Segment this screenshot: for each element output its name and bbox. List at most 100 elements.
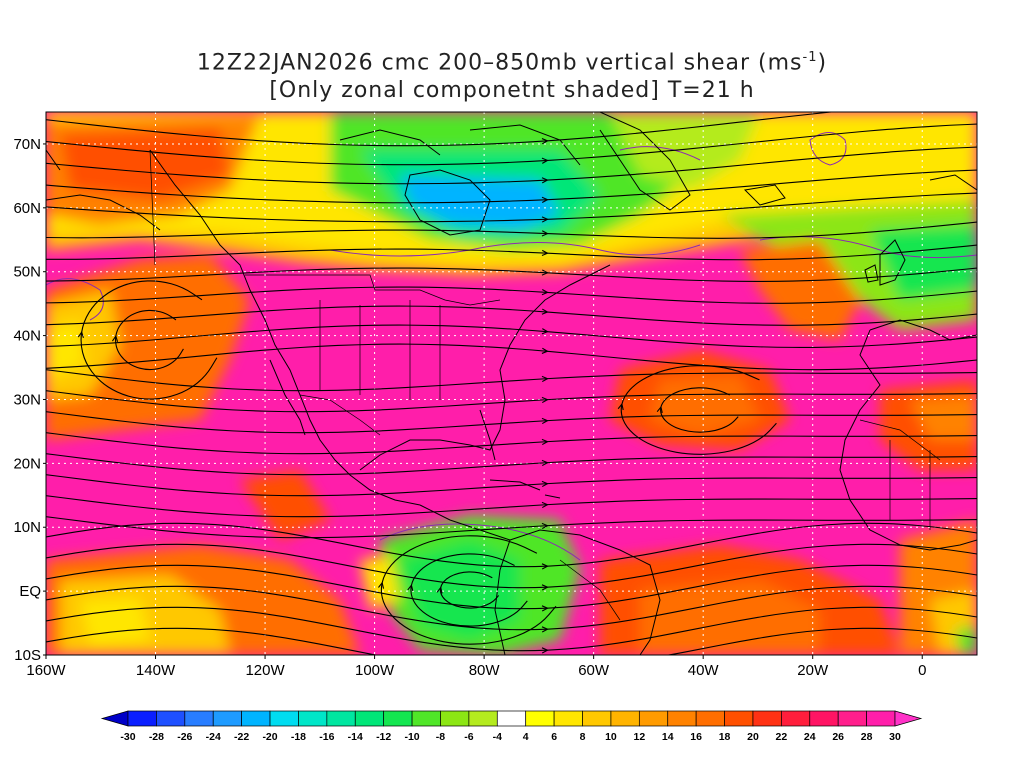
colorbar-label: 4 (523, 731, 529, 743)
colorbar-swatch (582, 710, 612, 727)
streamline (46, 543, 977, 589)
colorbar-swatch (667, 710, 697, 727)
colorbar-label: 24 (804, 731, 816, 743)
colorbar-label: -18 (291, 731, 306, 743)
colorbar-swatch (695, 710, 725, 727)
title-unit-exponent: -1 (802, 50, 818, 65)
colorbar-swatch (837, 710, 867, 727)
colorbar-label: 22 (776, 731, 788, 743)
colorbar-swatch (269, 710, 299, 727)
streamline (46, 453, 977, 476)
streamline-arrow (541, 177, 549, 184)
colorbar-label: 20 (747, 731, 759, 743)
streamline-arrow (541, 375, 549, 383)
colorbar-label: 18 (719, 731, 731, 743)
country-borders (149, 149, 941, 621)
colorbar-swatch (866, 710, 896, 727)
streamline (380, 535, 557, 645)
colorbar-label: -26 (177, 731, 192, 743)
colorbar-label: -14 (348, 731, 363, 743)
streamline (46, 192, 977, 223)
streamline (46, 522, 977, 568)
colorbar-label: 12 (633, 731, 645, 743)
streamline-arrow (541, 230, 549, 237)
streamline-arrow (541, 480, 549, 488)
streamline (46, 627, 977, 655)
colorbar-label: -8 (436, 731, 445, 743)
lat-tick-label: 20N (13, 455, 41, 472)
colorbar-swatch (156, 710, 186, 727)
streamline (660, 387, 739, 433)
streamline (410, 553, 528, 627)
lat-tick-label: 10S (14, 647, 41, 664)
colorbar-label: 30 (889, 731, 901, 743)
streamline-arrow (541, 396, 549, 404)
streamline-arrow (541, 308, 549, 315)
colorbar-swatch (326, 710, 356, 727)
streamline (46, 432, 977, 455)
colorbar-label: 26 (832, 731, 844, 743)
colorbar-swatch (127, 710, 157, 727)
colorbar-label: -12 (376, 731, 391, 743)
colorbar-label: 28 (861, 731, 873, 743)
streamline-arrow (541, 605, 549, 612)
lon-tick-label: 120W (245, 662, 285, 679)
map-panel (46, 112, 977, 662)
streamline (46, 343, 977, 371)
streamline-arrow (541, 347, 549, 354)
streamline (46, 474, 977, 497)
lon-tick-label: 0 (918, 662, 926, 679)
colorbar-label: 16 (690, 731, 702, 743)
streamline-arrow (541, 563, 549, 570)
streamline-arrow (541, 157, 549, 164)
lat-tick-label: EQ (19, 583, 41, 600)
streamline (46, 564, 977, 610)
streamline (80, 280, 218, 400)
streamline-arrow (542, 657, 547, 662)
streamline (46, 495, 977, 518)
streamline-arrow (541, 328, 549, 335)
lon-tick-label: 140W (136, 662, 176, 679)
colorbar-swatch (468, 710, 498, 727)
colorbar-label: 14 (662, 731, 674, 743)
lat-tick-label: 50N (13, 264, 41, 281)
colorbar-high-arrow (894, 710, 923, 727)
colorbar-swatch (809, 710, 839, 727)
lon-tick-label: 100W (355, 662, 395, 679)
streamline-arrow (541, 269, 549, 276)
streamline (46, 244, 977, 261)
colorbar-swatch (411, 710, 441, 727)
lon-tick-label: 60W (578, 662, 610, 679)
lon-tick-label: 20W (797, 662, 829, 679)
colorbar-label: -4 (493, 731, 502, 743)
colorbar-swatch (383, 710, 413, 727)
streamline (46, 369, 977, 392)
streamline-arrow (378, 581, 385, 589)
colorbar-swatch (496, 710, 527, 727)
streamline (46, 390, 977, 413)
streamline-arrow (541, 626, 549, 633)
streamline (46, 267, 977, 282)
streamline (46, 286, 977, 304)
streamline-arrow (541, 501, 549, 509)
streamline (46, 324, 977, 348)
colorbar-swatch (781, 710, 811, 727)
streamline-arrow (541, 459, 549, 467)
streamline-arrow (541, 522, 549, 530)
lat-tick-label: 60N (13, 200, 41, 217)
streamline (439, 571, 500, 609)
colorbar-label: 8 (580, 731, 586, 743)
streamline-arrow (436, 586, 443, 594)
streamline-arrow (541, 647, 549, 654)
colorbar-label: 6 (551, 731, 557, 743)
streamline-arrow (541, 584, 549, 591)
lat-tick-label: 10N (13, 519, 41, 536)
longitude-axis: 160W 140W 120W 100W 80W 60W 40W 20W 0 (26, 655, 926, 679)
streamline (46, 411, 977, 434)
latitude-axis: 70N 60N 50N 40N 30N 20N 10N EQ 10S (13, 136, 46, 664)
streamline-arrow (656, 405, 663, 414)
colorbar-label: -6 (464, 731, 473, 743)
streamline-arrow (111, 334, 119, 342)
streamline (46, 123, 977, 166)
